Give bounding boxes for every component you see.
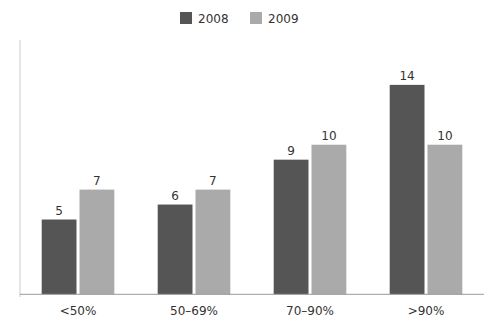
bars [42,85,463,294]
data-label: 7 [209,174,217,188]
data-label: 10 [437,129,452,143]
legend-label: 2009 [268,12,299,26]
data-label: 10 [321,129,336,143]
legend-label: 2008 [198,12,229,26]
data-label: 14 [399,69,414,83]
bar [42,220,77,295]
data-label: 5 [55,204,63,218]
chart-container: 5 7 6 7 9 10 14 10 <50% 50–69% 70–90% >90% 2008 2009 [0,0,500,327]
legend-swatch [250,12,262,24]
bar [274,160,309,295]
bar [80,190,115,295]
x-tick-label: 70–90% [286,304,334,318]
bar [390,85,425,294]
bar [158,205,193,295]
x-tick-label: 50–69% [170,304,218,318]
bar [428,145,463,295]
y-axis-line [20,40,21,297]
data-label: 9 [287,144,295,158]
chart: 5 7 6 7 9 10 14 10 <50% 50–69% 70–90% >90% 2008 2009 [0,0,500,327]
baseline [20,294,484,295]
data-labels: 5 7 6 7 9 10 14 10 [55,69,452,218]
x-tick-label: <50% [60,304,97,318]
bar [312,145,347,295]
legend-swatch [180,12,192,24]
data-label: 6 [171,189,179,203]
data-label: 7 [93,174,101,188]
x-tick-label: >90% [408,304,445,318]
bar [196,190,231,295]
legend: 2008 2009 [180,12,299,26]
